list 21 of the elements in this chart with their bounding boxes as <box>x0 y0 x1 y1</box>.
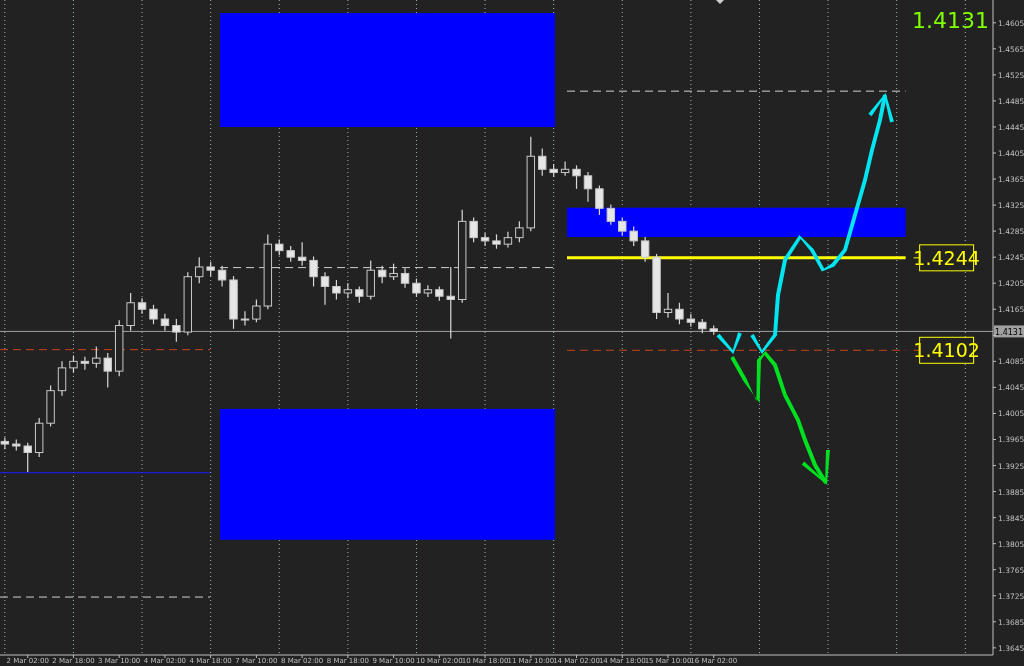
ref-line-label: 1.4131 <box>995 327 1023 337</box>
candlestick <box>57 360 67 397</box>
candlestick <box>137 297 147 315</box>
candlestick <box>480 232 490 247</box>
candlestick <box>240 310 250 327</box>
candlestick <box>286 245 295 263</box>
candlestick <box>435 285 444 302</box>
candlestick <box>503 231 513 249</box>
candlestick <box>583 171 593 203</box>
candlestick <box>640 236 650 263</box>
candlestick <box>12 438 21 452</box>
candlestick <box>686 313 696 328</box>
candlestick <box>663 292 673 319</box>
candlestick <box>423 284 433 298</box>
candlestick <box>343 282 353 299</box>
chart-title: 1.4131 <box>912 8 989 33</box>
candlestick <box>320 271 330 306</box>
candlestick <box>560 160 570 177</box>
candlestick <box>0 436 10 450</box>
candlestick <box>160 313 170 332</box>
candlestick <box>80 356 90 371</box>
